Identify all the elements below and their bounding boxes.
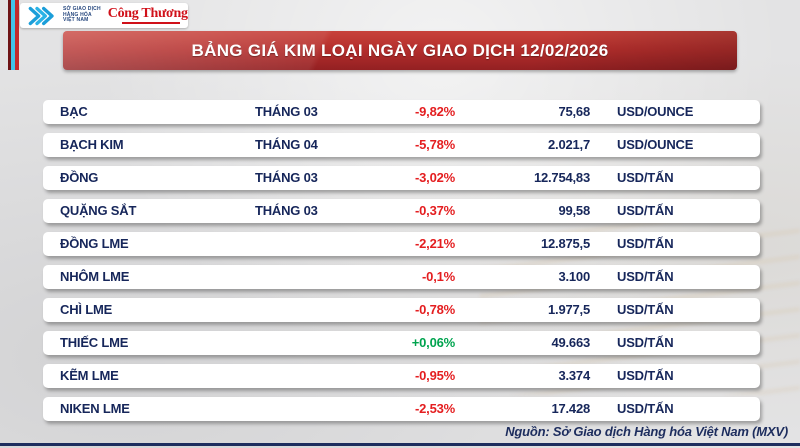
mxv-logo-text: SỞ GIAO DỊCH HÀNG HÓA VIỆT NAM [63,6,101,24]
metal-name: BẠC [60,104,88,119]
price-unit: USD/TẤN [617,302,674,317]
edge-stripe-red [15,0,19,70]
source-note: Nguồn: Sở Giao dịch Hàng hóa Việt Nam (M… [505,424,788,439]
table-row: ĐỒNG LME -2,21% 12.875,5 USD/TẤN [43,232,760,256]
percent-change: -0,1% [422,269,455,284]
metal-name: ĐỒNG [60,170,99,185]
table-row: NIKEN LME -2,53% 17.428 USD/TẤN [43,397,760,421]
price-unit: USD/TẤN [617,170,674,185]
price-value: 3.374 [558,368,590,383]
price-table: BẠC THÁNG 03 -9,82% 75,68 USD/OUNCE BẠCH… [43,100,760,421]
percent-change: -0,78% [415,302,455,317]
price-unit: USD/TẤN [617,401,674,416]
table-row: NHÔM LME -0,1% 3.100 USD/TẤN [43,265,760,289]
price-value: 49.663 [551,335,590,350]
table-row: QUẶNG SẮT THÁNG 03 -0,37% 99,58 USD/TẤN [43,199,760,223]
logo-plate: SỞ GIAO DỊCH HÀNG HÓA VIỆT NAM Công Thươ… [20,3,188,28]
metal-name: QUẶNG SẮT [60,203,137,218]
page-title: BẢNG GIÁ KIM LOẠI NGÀY GIAO DỊCH 12/02/2… [191,40,609,60]
price-value: 75,68 [558,104,590,119]
price-unit: USD/OUNCE [617,137,694,152]
percent-change: -5,78% [415,137,455,152]
mxv-chevron-logo-icon [25,6,59,26]
table-row: THIẾC LME +0,06% 49.663 USD/TẤN [43,331,760,355]
metal-name: NHÔM LME [60,269,130,284]
edge-stripe-maroon [8,0,11,70]
metal-name: NIKEN LME [60,401,130,416]
table-row: ĐỒNG THÁNG 03 -3,02% 12.754,83 USD/TẤN [43,166,760,190]
price-value: 12.875,5 [540,236,590,251]
price-unit: USD/TẤN [617,236,674,251]
title-banner: BẢNG GIÁ KIM LOẠI NGÀY GIAO DỊCH 12/02/2… [63,31,737,70]
congthuong-tagline-bar [121,22,180,24]
price-unit: USD/OUNCE [617,104,694,119]
percent-change: -0,95% [415,368,455,383]
percent-change: -9,82% [415,104,455,119]
edge-stripe-cyan [11,0,15,70]
price-unit: USD/TẤN [617,269,674,284]
percent-change: +0,06% [411,335,455,350]
table-row: CHÌ LME -0,78% 1.977,5 USD/TẤN [43,298,760,322]
table-row: BẠCH KIM THÁNG 04 -5,78% 2.021,7 USD/OUN… [43,133,760,157]
metal-name: BẠCH KIM [60,137,124,152]
price-value: 17.428 [551,401,590,416]
percent-change: -3,02% [415,170,455,185]
price-unit: USD/TẤN [617,335,674,350]
price-value: 12.754,83 [533,170,590,185]
congthuong-logo: Công Thương [108,7,188,24]
metal-name: CHÌ LME [60,302,113,317]
percent-change: -2,21% [415,236,455,251]
price-value: 2.021,7 [548,137,590,152]
price-unit: USD/TẤN [617,203,674,218]
contract-month: THÁNG 03 [255,203,318,218]
contract-month: THÁNG 03 [255,170,318,185]
metal-name: KẼM LME [60,368,119,383]
contract-month: THÁNG 04 [255,137,318,152]
metal-name: THIẾC LME [60,335,129,350]
price-value: 99,58 [558,203,590,218]
price-value: 3.100 [558,269,590,284]
contract-month: THÁNG 03 [255,104,318,119]
bottom-bar [0,443,800,446]
percent-change: -0,37% [415,203,455,218]
table-row: KẼM LME -0,95% 3.374 USD/TẤN [43,364,760,388]
table-row: BẠC THÁNG 03 -9,82% 75,68 USD/OUNCE [43,100,760,124]
metal-name: ĐỒNG LME [60,236,129,251]
price-unit: USD/TẤN [617,368,674,383]
percent-change: -2,53% [415,401,455,416]
congthuong-wordmark: Công Thương [107,6,188,21]
price-value: 1.977,5 [548,302,590,317]
